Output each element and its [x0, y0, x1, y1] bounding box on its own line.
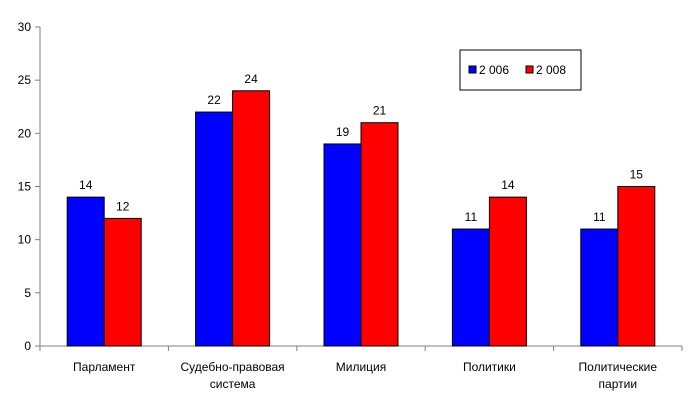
bar-value-label: 11: [465, 210, 478, 224]
x-category-label: Парламент: [73, 360, 136, 374]
legend-label: 2 008: [536, 63, 566, 77]
legend-label: 2 006: [479, 63, 509, 77]
y-tick-label: 5: [24, 286, 31, 300]
bar: [360, 122, 399, 347]
bar-value-label: 14: [501, 178, 515, 192]
x-category-label: Политики: [463, 360, 516, 374]
bar: [580, 228, 619, 347]
bar-value-label: 11: [593, 210, 606, 224]
bar-value-label: 14: [79, 178, 93, 192]
bar-value-label: 19: [336, 125, 350, 139]
bar: [232, 90, 271, 347]
bar: [195, 111, 234, 347]
bar: [66, 196, 105, 347]
x-category-label: Милиция: [336, 360, 386, 374]
y-tick-label: 20: [18, 126, 32, 140]
bar-value-label: 21: [373, 104, 387, 118]
x-category-label: партии: [599, 377, 637, 391]
bar-value-label: 22: [207, 93, 221, 107]
legend-box: [459, 49, 582, 91]
y-tick-label: 30: [18, 20, 32, 34]
x-category-label: Политические: [579, 360, 658, 374]
y-tick-label: 0: [24, 339, 31, 353]
bar-value-label: 15: [630, 168, 644, 182]
bar: [488, 196, 527, 347]
y-tick-label: 10: [18, 233, 32, 247]
y-tick-label: 25: [18, 73, 32, 87]
bar-value-label: 12: [116, 199, 130, 213]
bar: [617, 186, 656, 347]
y-tick-label: 15: [18, 180, 32, 194]
bar: [103, 217, 142, 347]
legend-swatch: [468, 65, 477, 74]
x-category-label: Судебно-правовая: [181, 360, 285, 374]
x-category-label: система: [210, 377, 256, 391]
legend-swatch: [525, 65, 534, 74]
bar: [323, 143, 362, 347]
bar: [451, 228, 490, 347]
bar-value-label: 24: [244, 72, 258, 86]
